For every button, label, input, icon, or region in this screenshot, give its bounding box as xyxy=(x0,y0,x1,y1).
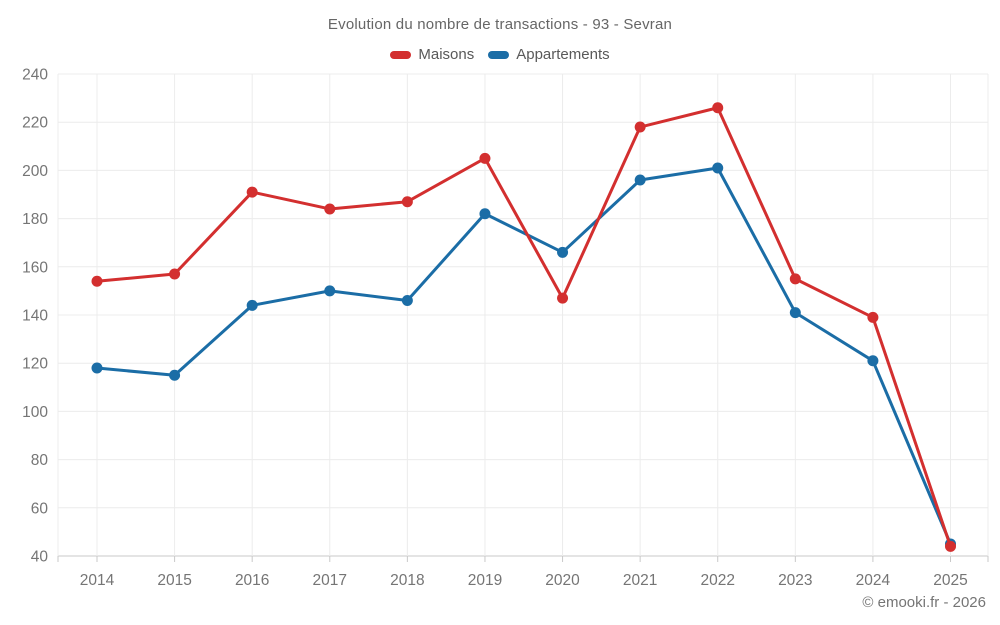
y-axis-tick-label: 160 xyxy=(22,259,48,276)
legend-label: Appartements xyxy=(516,46,610,63)
x-axis-tick-label: 2016 xyxy=(235,572,269,589)
data-point-appartements-2015 xyxy=(169,369,181,381)
data-point-maisons-2020 xyxy=(557,292,569,304)
x-axis-tick-label: 2021 xyxy=(623,572,657,589)
series-line-appartements xyxy=(95,166,952,546)
x-axis-tick-label: 2019 xyxy=(468,572,502,589)
x-axis-tick-label: 2020 xyxy=(545,572,580,589)
y-axis-tick-label: 100 xyxy=(22,404,48,421)
data-point-appartements-2020 xyxy=(557,246,569,258)
data-point-maisons-2021 xyxy=(634,121,646,133)
data-point-maisons-2016 xyxy=(246,186,258,198)
data-point-appartements-2017 xyxy=(324,285,336,297)
y-axis-tick-label: 120 xyxy=(22,356,48,373)
y-axis-tick-label: 200 xyxy=(22,163,48,180)
data-point-maisons-2023 xyxy=(789,273,801,285)
legend-item-maisons[interactable]: Maisons xyxy=(390,46,474,63)
data-point-appartements-2019 xyxy=(479,208,491,220)
legend-label: Maisons xyxy=(418,46,475,63)
data-point-appartements-2022 xyxy=(712,162,724,174)
y-axis-tick-label: 80 xyxy=(31,452,49,469)
x-axis-tick-label: 2017 xyxy=(313,572,347,589)
data-point-appartements-2016 xyxy=(246,299,258,311)
data-point-appartements-2014 xyxy=(91,362,103,374)
copyright-text: © emooki.fr - 2026 xyxy=(862,594,986,611)
data-point-maisons-2025 xyxy=(945,540,956,552)
legend-item-appartements[interactable]: Appartements xyxy=(488,46,610,63)
x-axis-tick-label: 2015 xyxy=(157,572,191,589)
y-axis-tick-label: 180 xyxy=(22,211,48,228)
x-axis-tick-label: 2022 xyxy=(700,572,734,589)
y-axis-tick-label: 140 xyxy=(22,308,48,325)
data-point-maisons-2024 xyxy=(867,311,879,323)
data-point-appartements-2018 xyxy=(401,295,413,307)
data-point-maisons-2022 xyxy=(712,102,724,114)
data-point-maisons-2015 xyxy=(169,268,181,280)
y-axis-tick-label: 240 xyxy=(22,67,48,84)
y-axis-tick-label: 220 xyxy=(22,115,48,132)
data-point-maisons-2014 xyxy=(91,275,103,287)
series-line-maisons xyxy=(95,106,952,548)
x-axis-tick-label: 2023 xyxy=(778,572,812,589)
chart-legend: Maisons Appartements xyxy=(0,46,1000,63)
x-axis-tick-label: 2025 xyxy=(933,572,967,589)
data-point-maisons-2018 xyxy=(401,196,413,208)
data-point-maisons-2019 xyxy=(479,152,491,164)
data-point-appartements-2023 xyxy=(789,307,801,319)
legend-marker-icon xyxy=(488,50,510,59)
legend-marker-icon xyxy=(390,50,412,59)
y-axis-tick-label: 60 xyxy=(31,500,49,517)
x-axis-tick-label: 2014 xyxy=(80,572,115,589)
data-point-maisons-2017 xyxy=(324,203,336,215)
x-axis-tick-label: 2018 xyxy=(390,572,424,589)
x-axis-tick-label: 2024 xyxy=(856,572,891,589)
y-axis-tick-label: 40 xyxy=(31,549,49,566)
data-point-appartements-2021 xyxy=(634,174,646,186)
chart-title: Evolution du nombre de transactions - 93… xyxy=(327,16,673,33)
data-point-appartements-2024 xyxy=(867,355,879,367)
